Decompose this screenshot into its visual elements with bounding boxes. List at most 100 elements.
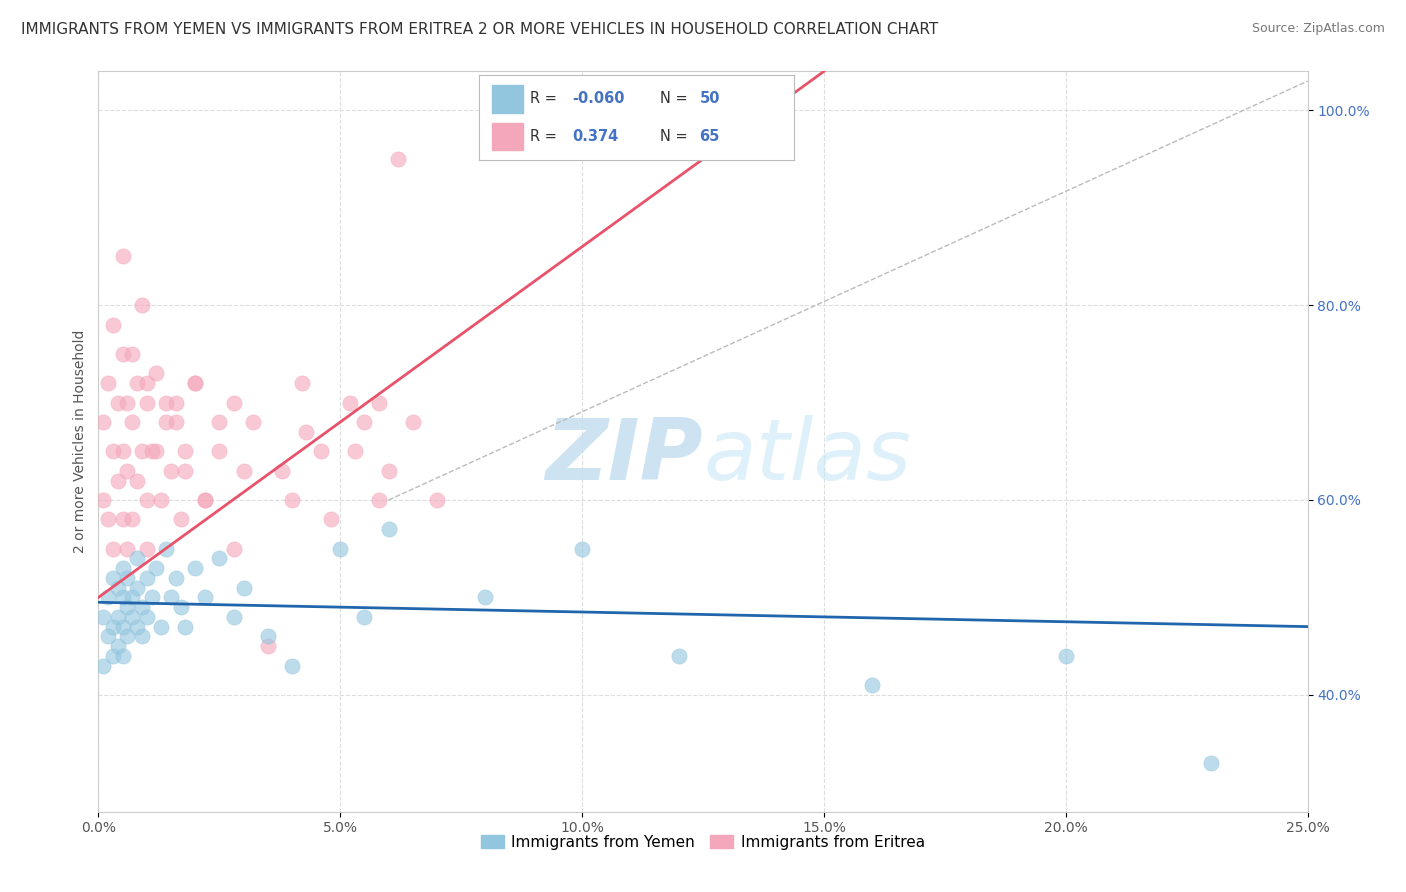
Point xyxy=(101,541,124,556)
Point xyxy=(135,493,157,508)
Point xyxy=(208,551,231,566)
Point xyxy=(117,395,139,409)
Point xyxy=(184,376,207,390)
Point xyxy=(111,561,134,575)
Point xyxy=(117,571,139,585)
Point xyxy=(571,541,593,556)
Point xyxy=(97,591,120,605)
Point xyxy=(107,395,129,409)
Point xyxy=(121,347,143,361)
Point xyxy=(150,493,173,508)
Point xyxy=(145,561,167,575)
Point xyxy=(141,444,163,458)
Point xyxy=(343,444,366,458)
Point xyxy=(165,395,187,409)
Point xyxy=(107,639,129,653)
Point xyxy=(127,551,149,566)
Point xyxy=(155,395,177,409)
Point xyxy=(184,561,207,575)
Point xyxy=(194,591,217,605)
Point xyxy=(184,376,207,390)
Point xyxy=(111,591,134,605)
Point xyxy=(97,376,120,390)
Point xyxy=(127,376,149,390)
Point xyxy=(402,415,425,429)
Point xyxy=(174,464,197,478)
Point xyxy=(91,658,114,673)
Point xyxy=(160,591,183,605)
Point xyxy=(135,610,157,624)
Point xyxy=(208,444,231,458)
Point xyxy=(329,541,352,556)
Point xyxy=(145,444,167,458)
Point xyxy=(194,493,217,508)
Point xyxy=(101,620,124,634)
Point xyxy=(368,395,391,409)
Point xyxy=(387,152,409,166)
Point xyxy=(165,571,187,585)
Point xyxy=(145,367,167,381)
Point xyxy=(135,541,157,556)
Point xyxy=(256,639,278,653)
Point xyxy=(295,425,318,439)
Point xyxy=(101,444,124,458)
Text: Source: ZipAtlas.com: Source: ZipAtlas.com xyxy=(1251,22,1385,36)
Point xyxy=(111,512,134,526)
Point xyxy=(281,658,304,673)
Point xyxy=(127,581,149,595)
Y-axis label: 2 or more Vehicles in Household: 2 or more Vehicles in Household xyxy=(73,330,87,553)
Point xyxy=(242,415,264,429)
Point xyxy=(377,464,399,478)
Point xyxy=(111,250,134,264)
Point xyxy=(107,610,129,624)
Point xyxy=(474,591,496,605)
Point xyxy=(194,493,217,508)
Point xyxy=(111,620,134,634)
Point xyxy=(165,415,187,429)
Point xyxy=(117,600,139,615)
Point xyxy=(121,512,143,526)
Point xyxy=(222,395,245,409)
Point xyxy=(169,512,191,526)
Point xyxy=(208,415,231,429)
Point xyxy=(319,512,342,526)
Point xyxy=(1054,648,1077,663)
Point xyxy=(169,600,191,615)
Point xyxy=(101,318,124,332)
Point xyxy=(111,444,134,458)
Text: atlas: atlas xyxy=(703,415,911,498)
Point xyxy=(150,620,173,634)
Point xyxy=(339,395,361,409)
Point xyxy=(155,541,177,556)
Point xyxy=(155,415,177,429)
Point xyxy=(309,444,332,458)
Point xyxy=(290,376,312,390)
Point xyxy=(101,571,124,585)
Point xyxy=(232,581,254,595)
Point xyxy=(111,648,134,663)
Point xyxy=(121,591,143,605)
Point xyxy=(353,610,375,624)
Point xyxy=(281,493,304,508)
Point xyxy=(121,415,143,429)
Point xyxy=(160,464,183,478)
Text: ZIP: ZIP xyxy=(546,415,703,498)
Point xyxy=(271,464,294,478)
Point xyxy=(232,464,254,478)
Point xyxy=(107,474,129,488)
Legend: Immigrants from Yemen, Immigrants from Eritrea: Immigrants from Yemen, Immigrants from E… xyxy=(475,829,931,856)
Point xyxy=(135,395,157,409)
Point xyxy=(135,571,157,585)
Point xyxy=(368,493,391,508)
Point xyxy=(91,415,114,429)
Point xyxy=(97,629,120,643)
Point xyxy=(121,610,143,624)
Point xyxy=(117,541,139,556)
Point xyxy=(131,298,153,312)
Point xyxy=(91,493,114,508)
Point xyxy=(174,620,197,634)
Point xyxy=(131,600,153,615)
Point xyxy=(101,648,124,663)
Point xyxy=(426,493,449,508)
Point xyxy=(860,678,883,692)
